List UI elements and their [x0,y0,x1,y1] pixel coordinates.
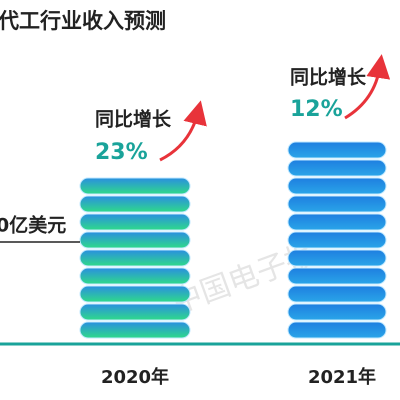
coin [287,321,387,339]
growth-label: 同比增长 [290,66,367,89]
year-label: 2020年 [101,366,169,388]
coin [79,285,191,303]
coin [287,231,387,249]
year-label: 2021年 [308,366,376,388]
growth-label: 同比增长 [95,108,172,131]
growth-value: 23% [95,140,148,165]
coin [79,267,191,285]
growth-arrow [159,100,207,162]
coin [287,177,387,195]
coin [287,141,387,159]
title: 代工行业收入预测 [0,9,166,33]
coin [79,303,191,321]
coin [287,267,387,285]
coin [79,321,191,339]
coin [287,303,387,321]
value-label: 0亿美元 [0,214,66,237]
coin [79,249,191,267]
coin [287,159,387,177]
coin [287,249,387,267]
coin [287,285,387,303]
coin [79,231,191,249]
coin [287,213,387,231]
coin [79,195,191,213]
coin [79,213,191,231]
growth-value: 12% [290,97,343,122]
coin [287,195,387,213]
growth-arrow [344,54,391,120]
coin [79,177,191,195]
